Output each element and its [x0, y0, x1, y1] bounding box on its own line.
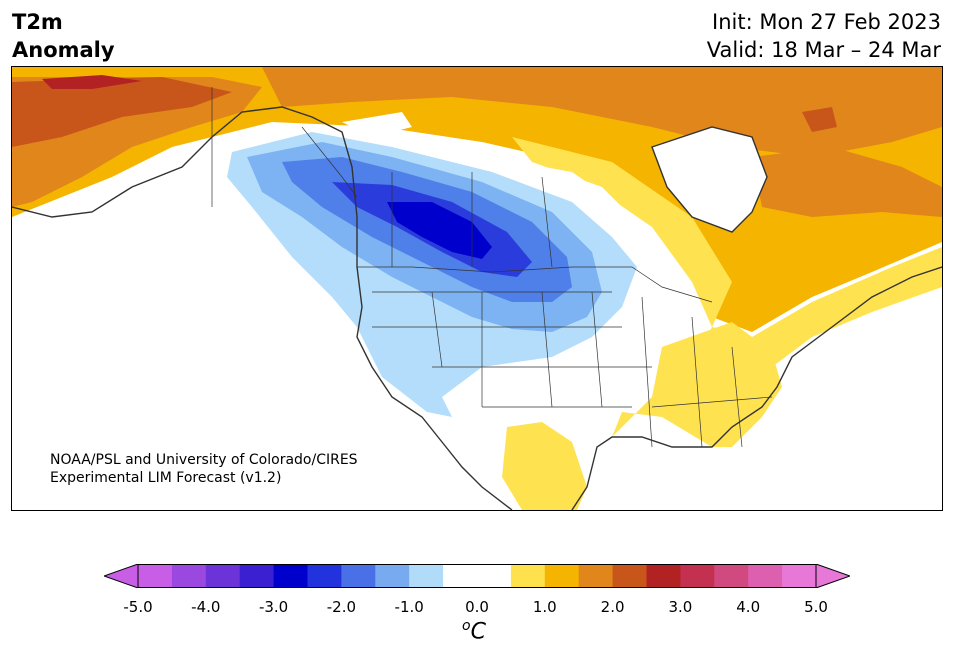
colorbar-segment [341, 564, 376, 588]
hudson-bay [652, 127, 767, 232]
warm-mid-quebec [752, 147, 942, 217]
coastlines [12, 106, 942, 510]
colorbar-segment [680, 564, 715, 588]
forecast-dates: Init: Mon 27 Feb 2023 Valid: 18 Mar – 24… [707, 8, 941, 64]
borders [211, 87, 773, 448]
cold-extreme-core [387, 202, 492, 259]
map-title: T2m Anomaly [12, 8, 115, 64]
colorbar-segment [782, 564, 817, 588]
colorbar-frame [137, 564, 817, 588]
unit-degree: o [462, 618, 471, 634]
colorbar-segment [748, 564, 783, 588]
unit-label: oC [462, 618, 486, 644]
colorbar-segment [307, 564, 342, 588]
colorbar-tick-label: 0.0 [465, 598, 489, 616]
arctic-white-patch [342, 112, 412, 137]
warm-strong-alaska [12, 77, 232, 147]
colorbar-segment [646, 564, 681, 588]
colorbar-tick-label: 1.0 [532, 598, 557, 616]
valid-range: Valid: 18 Mar – 24 Mar [706, 38, 941, 62]
colorbar-segment [409, 564, 444, 588]
colorbar-ticks: -5.0 -4.0 -3.0 -2.0 -1.0 0.0 1.0 2.0 3.0 4.0 5.0 [0, 598, 953, 618]
colorbar-tick-label: -1.0 [394, 598, 424, 616]
anomaly-label: Anomaly [12, 38, 115, 62]
credit-text: NOAA/PSL and University of Colorado/CIRE… [50, 451, 358, 487]
anomaly-map: NOAA/PSL and University of Colorado/CIRE… [11, 66, 943, 511]
colorbar-min-arrow [104, 564, 139, 588]
colorbar-segment [205, 564, 241, 588]
colorbar-tick-label: -2.0 [326, 598, 357, 616]
colorbar-segment [239, 564, 275, 588]
colorbar-segment [612, 564, 647, 588]
unit-celsius: C [470, 619, 486, 645]
variable-label: T2m [12, 10, 63, 34]
warm-extreme-alaska [42, 75, 142, 89]
colorbar-segment [544, 564, 580, 588]
colorbar-tick-label: 2.0 [600, 598, 625, 616]
colorbar-tick-label: -3.0 [258, 598, 289, 616]
colorbar-tick-label: 3.0 [668, 598, 693, 616]
credit-line-2: Experimental LIM Forecast (v1.2) [50, 470, 282, 486]
colorbar [104, 564, 850, 588]
colorbar-segment [138, 564, 173, 588]
colorbar-tick-label: -5.0 [123, 598, 153, 616]
colorbar-segment [714, 564, 749, 588]
colorbar-tick-label: -4.0 [191, 598, 221, 616]
colorbar-segment [443, 564, 478, 588]
colorbar-segment [477, 564, 512, 588]
warm-faint-mexico [502, 422, 587, 510]
colorbar-tick-label: 5.0 [804, 598, 828, 616]
colorbar-segment [273, 564, 308, 588]
credit-line-1: NOAA/PSL and University of Colorado/CIRE… [50, 452, 358, 468]
init-date: Init: Mon 27 Feb 2023 [712, 10, 941, 34]
warm-strong-quebec [802, 107, 837, 132]
colorbar-tick-label: 4.0 [736, 598, 761, 616]
colorbar-segment [578, 564, 614, 588]
colorbar-segment [375, 564, 410, 588]
colorbar-max-arrow [815, 564, 850, 588]
colorbar-segment [171, 564, 207, 588]
colorbar-segment [510, 564, 546, 588]
map-canvas [12, 67, 942, 510]
warm-mid-arctic [262, 67, 942, 157]
